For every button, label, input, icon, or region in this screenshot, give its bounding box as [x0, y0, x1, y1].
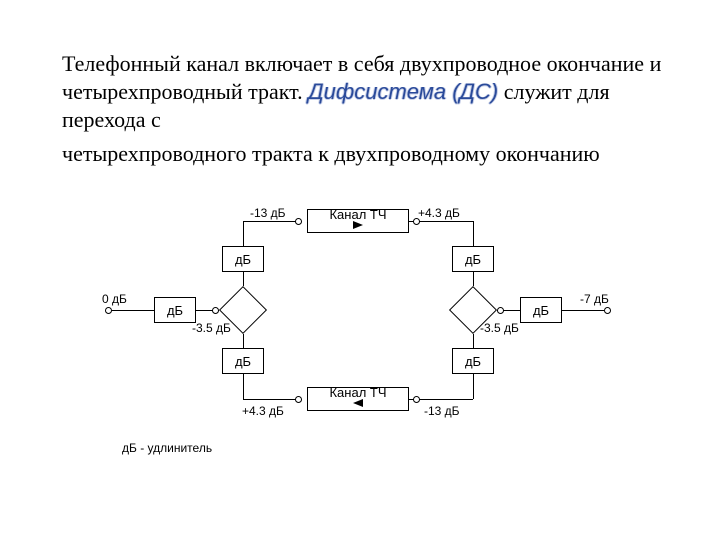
- node: [497, 307, 504, 314]
- channel-label: Канал ТЧ: [329, 385, 386, 400]
- label-mr: -7 дБ: [580, 292, 609, 306]
- wire: [243, 334, 244, 348]
- db-box-right: дБ: [520, 297, 562, 323]
- db-box-tr: дБ: [452, 246, 494, 272]
- channel-top: Канал ТЧ: [307, 209, 409, 233]
- arrow-left-icon: [353, 399, 363, 407]
- para-line2: четырехпроводного тракта к двухпроводном…: [62, 141, 600, 166]
- db-box-br: дБ: [452, 348, 494, 374]
- node: [295, 396, 302, 403]
- db-text: дБ: [465, 354, 481, 369]
- highlight-term: Дифсистема (ДС): [308, 79, 498, 104]
- body-text: Телефонный канал включает в себя двухпро…: [62, 50, 662, 169]
- wire: [112, 310, 154, 311]
- wire: [243, 272, 244, 286]
- label-br-inner: -3.5 дБ: [480, 321, 519, 335]
- db-text: дБ: [235, 354, 251, 369]
- db-text: дБ: [235, 252, 251, 267]
- db-text: дБ: [533, 303, 549, 318]
- slide: Телефонный канал включает в себя двухпро…: [0, 0, 720, 540]
- db-text: дБ: [465, 252, 481, 267]
- wire: [243, 399, 298, 400]
- arrow-right-icon: [353, 221, 363, 229]
- wire: [562, 310, 604, 311]
- db-box-bl: дБ: [222, 348, 264, 374]
- wire: [243, 221, 244, 246]
- wire: [473, 272, 474, 286]
- channel-label: Канал ТЧ: [329, 207, 386, 222]
- label-br: -13 дБ: [424, 404, 460, 418]
- node: [212, 307, 219, 314]
- wire: [243, 221, 298, 222]
- db-box-tl: дБ: [222, 246, 264, 272]
- db-box-left: дБ: [154, 297, 196, 323]
- label-tr: +4.3 дБ: [418, 206, 460, 220]
- channel-bottom: Канал ТЧ: [307, 387, 409, 411]
- label-bl: +4.3 дБ: [242, 404, 284, 418]
- label-ml: 0 дБ: [102, 292, 127, 306]
- node: [413, 396, 420, 403]
- label-tl: -13 дБ: [250, 206, 286, 220]
- footnote: дБ - удлинитель: [122, 441, 212, 455]
- term-right: [604, 307, 611, 314]
- node: [295, 218, 302, 225]
- wire: [473, 221, 474, 246]
- wire: [473, 334, 474, 348]
- diagram: дБ дБ дБ Канал ТЧ дБ дБ Канал ТЧ дБ: [102, 196, 622, 466]
- db-text: дБ: [167, 303, 183, 318]
- wire: [473, 374, 474, 399]
- wire: [243, 374, 244, 399]
- term-left: [105, 307, 112, 314]
- label-bl-inner: -3.5 дБ: [192, 321, 231, 335]
